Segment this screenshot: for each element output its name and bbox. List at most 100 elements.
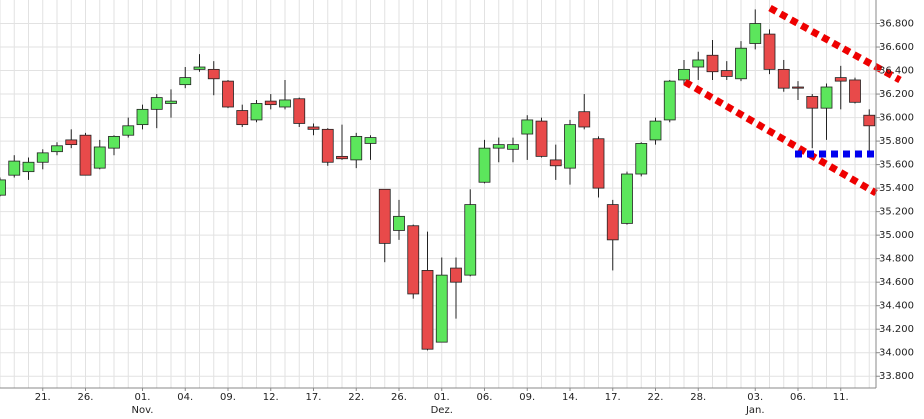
x-tick-label: 22.	[648, 392, 664, 403]
x-tick-label: 11.	[833, 392, 849, 403]
candle-body	[364, 137, 377, 144]
x-tick-label: 06.	[477, 392, 493, 403]
candle-body	[222, 80, 234, 108]
x-tick-label: 21.	[35, 392, 51, 403]
candle-body	[535, 120, 548, 157]
candle-body	[250, 103, 263, 121]
y-tick-label: 36.800	[879, 19, 914, 30]
x-tick-label: 26.	[78, 392, 94, 403]
candle-body	[492, 144, 505, 149]
candle-body	[720, 70, 733, 77]
candle-body	[549, 159, 562, 167]
candle-body	[763, 33, 776, 70]
x-tick-label: 04.	[177, 392, 193, 403]
x-tick-label: 17.	[605, 392, 621, 403]
candle-body	[350, 135, 363, 161]
candle-body	[706, 54, 719, 73]
x-tick-label: 26.	[391, 392, 407, 403]
candle-body	[564, 124, 576, 169]
candle-body	[79, 134, 92, 176]
candle-body	[621, 173, 633, 224]
candle-body	[36, 152, 49, 163]
x-tick-label: 22.	[348, 392, 364, 403]
candle-body	[207, 68, 220, 80]
candle-body	[450, 267, 462, 283]
candle-body	[122, 125, 135, 136]
candle-body	[663, 80, 676, 121]
y-tick-label: 34.800	[879, 254, 914, 265]
x-tick-label: 03.	[747, 392, 763, 403]
candle-body	[0, 179, 6, 196]
candle-body	[606, 204, 619, 241]
candle-body	[51, 145, 63, 153]
candle-body	[321, 128, 334, 163]
candle-body	[777, 68, 790, 89]
candle-body	[236, 110, 249, 126]
x-tick-label: 09.	[519, 392, 535, 403]
candle-body	[849, 79, 861, 103]
candle-body	[165, 100, 177, 104]
x-tick-label: 14.	[562, 392, 578, 403]
candle-body	[108, 135, 120, 149]
x-tick-label: 09.	[220, 392, 236, 403]
y-tick-label: 36.600	[879, 42, 914, 53]
candle-body	[820, 86, 833, 109]
candle-body	[749, 23, 762, 44]
y-tick-label: 35.200	[879, 207, 914, 218]
y-tick-label: 35.800	[879, 136, 914, 147]
x-tick-label: 06.	[790, 392, 806, 403]
x-month-label: Dez.	[431, 405, 453, 416]
candle-body	[649, 120, 662, 141]
x-tick-label: 12.	[263, 392, 279, 403]
y-tick-label: 35.400	[879, 183, 914, 194]
x-tick-label: 01.	[434, 392, 450, 403]
candle-body	[464, 204, 477, 276]
y-tick-label: 36.200	[879, 89, 914, 100]
x-month-label: Nov.	[132, 405, 154, 416]
candle-body	[692, 59, 705, 68]
x-month-label: Jan.	[745, 405, 765, 416]
candle-body	[378, 188, 391, 244]
y-tick-label: 36.000	[879, 113, 914, 124]
trend-annotations	[683, 4, 902, 197]
candle-body	[22, 161, 35, 173]
candle-body	[193, 66, 206, 70]
candle-body	[336, 155, 348, 160]
candle-body	[521, 119, 534, 135]
candle-body	[307, 126, 320, 130]
candle-body	[735, 47, 747, 80]
y-tick-label: 34.600	[879, 277, 914, 288]
x-tick-label: 01.	[135, 392, 151, 403]
candle-body	[65, 139, 78, 146]
candle-body	[421, 270, 434, 350]
y-tick-label: 34.200	[879, 324, 914, 335]
y-tick-label: 33.800	[879, 371, 914, 382]
candle-body	[592, 138, 605, 189]
candle-body	[279, 99, 291, 108]
candle-body	[678, 68, 690, 81]
candle-body	[806, 96, 819, 109]
candle-body	[863, 114, 876, 127]
candle-body	[8, 160, 21, 176]
candle-body	[435, 274, 448, 343]
y-tick-label: 35.600	[879, 160, 914, 171]
x-tick-label: 17.	[306, 392, 322, 403]
candle-body	[150, 97, 163, 110]
candles	[0, 9, 876, 351]
candle-body	[293, 98, 306, 124]
candle-body	[407, 225, 420, 295]
candle-body	[136, 108, 149, 126]
resistance-line	[768, 4, 902, 84]
candle-body	[264, 100, 277, 106]
candle-body	[834, 77, 847, 82]
y-tick-label: 34.000	[879, 348, 914, 359]
candle-body	[578, 111, 591, 128]
candle-body	[393, 215, 405, 231]
y-tick-label: 35.000	[879, 230, 914, 241]
candle-body	[179, 77, 192, 86]
candle-body	[635, 143, 648, 175]
x-tick-label: 28.	[690, 392, 706, 403]
y-tick-label: 34.400	[879, 301, 914, 312]
candle-body	[507, 144, 519, 150]
